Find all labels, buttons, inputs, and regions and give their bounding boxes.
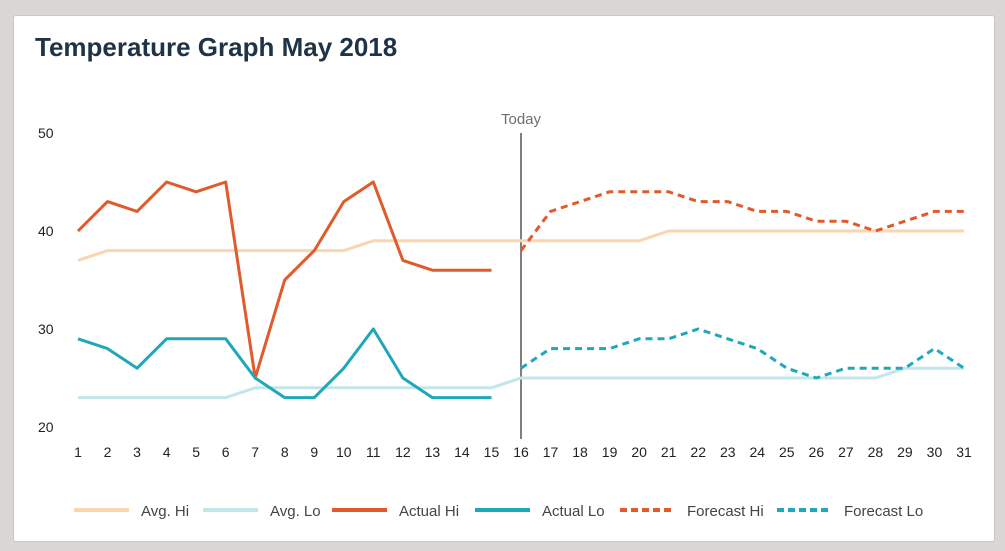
x-tick-label: 30 xyxy=(927,444,943,460)
y-tick-label: 50 xyxy=(38,125,54,141)
legend-item: Forecast Lo xyxy=(777,503,923,520)
legend-item: Avg. Hi xyxy=(74,503,189,520)
legend-item: Actual Hi xyxy=(332,503,459,520)
x-tick-label: 1 xyxy=(74,444,82,460)
legend-item: Avg. Lo xyxy=(203,503,321,520)
x-tick-label: 13 xyxy=(425,444,441,460)
series-line-actual-lo xyxy=(77,327,492,400)
x-tick-label: 14 xyxy=(454,444,470,460)
x-tick-label: 17 xyxy=(543,444,559,460)
x-tick-label: 6 xyxy=(222,444,230,460)
x-tick-label: 8 xyxy=(281,444,289,460)
legend-label: Forecast Lo xyxy=(844,503,923,520)
x-tick-label: 2 xyxy=(104,444,112,460)
y-tick-label: 40 xyxy=(38,223,54,239)
x-tick-label: 19 xyxy=(602,444,618,460)
x-tick-label: 18 xyxy=(572,444,588,460)
chart-title: Temperature Graph May 2018 xyxy=(35,32,398,62)
x-tick-label: 27 xyxy=(838,444,854,460)
x-tick-label: 9 xyxy=(310,444,318,460)
legend-item: Forecast Hi xyxy=(620,503,764,520)
legend-label: Avg. Hi xyxy=(141,503,189,520)
x-tick-label: 11 xyxy=(366,444,381,460)
legend-label: Actual Lo xyxy=(542,503,605,520)
x-tick-label: 16 xyxy=(513,444,529,460)
x-tick-label: 24 xyxy=(749,444,765,460)
x-tick-label: 29 xyxy=(897,444,913,460)
x-tick-label: 10 xyxy=(336,444,352,460)
x-tick-label: 7 xyxy=(251,444,259,460)
x-tick-label: 3 xyxy=(133,444,141,460)
legend-label: Actual Hi xyxy=(399,503,459,520)
x-tick-label: 12 xyxy=(395,444,411,460)
temperature-chart: Today 1 2 3 4 5 6 7 8 9 10 11 12 13 14 15 16 17 18 19 20 21 2… xyxy=(38,111,972,520)
series-line-forecast-lo xyxy=(520,327,965,380)
x-tick-label: 31 xyxy=(956,444,972,460)
x-tick-label: 26 xyxy=(809,444,825,460)
y-tick-label: 20 xyxy=(38,419,54,435)
x-tick-label: 23 xyxy=(720,444,736,460)
legend-label: Avg. Lo xyxy=(270,503,321,520)
series-line-avg-hi xyxy=(77,229,964,262)
x-tick-label: 20 xyxy=(631,444,647,460)
x-tick-label: 5 xyxy=(192,444,200,460)
legend-item: Actual Lo xyxy=(475,503,605,520)
today-label: Today xyxy=(501,111,542,128)
y-tick-label: 30 xyxy=(38,321,54,337)
series-line-actual-hi xyxy=(76,180,492,380)
series-line-forecast-hi xyxy=(519,190,964,252)
x-tick-label: 22 xyxy=(690,444,706,460)
legend-label: Forecast Hi xyxy=(687,503,764,520)
x-tick-label: 21 xyxy=(661,444,677,460)
x-tick-label: 28 xyxy=(868,444,884,460)
x-tick-label: 15 xyxy=(484,444,500,460)
x-tick-label: 25 xyxy=(779,444,795,460)
x-tick-label: 4 xyxy=(163,444,171,460)
